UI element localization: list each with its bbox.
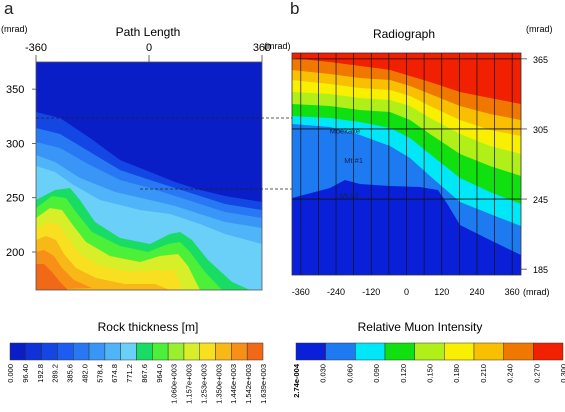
colorbar-b-swatch	[295, 342, 326, 361]
colorbar-a-label: 1.542e+003	[244, 364, 253, 404]
chart-b-title: Radiograph	[373, 27, 435, 41]
chart-b-xtick-label: 360	[505, 287, 520, 297]
colorbar-a-label: 771.2	[125, 364, 134, 383]
colorbar-a-label: 1.446e+003	[229, 364, 238, 404]
colorbar-a-label: 482.0	[80, 364, 89, 383]
colorbar-a-swatch	[215, 342, 232, 361]
colorbar-b-label: 0.240	[506, 364, 515, 383]
colorbar-a-swatch	[246, 342, 264, 361]
chart-a-ytick-label: 200	[6, 247, 24, 259]
colorbar-a-label: 1.350e+003	[214, 364, 223, 404]
colorbar-a-swatch	[199, 342, 216, 361]
colorbar-b-label: 0.090	[372, 364, 381, 383]
colorbar-b-swatch	[473, 342, 504, 361]
colorbar-a-label: 1.157e+003	[185, 364, 194, 404]
chart-a-frame	[35, 61, 263, 291]
panel-label-b: b	[290, 0, 300, 18]
colorbar-b-label: 0.150	[426, 364, 435, 383]
colorbar-a-swatch	[183, 342, 200, 361]
colorbar-a-swatch	[152, 342, 169, 361]
colorbar-b-label: 0.300	[559, 364, 565, 383]
chart-a-title: Path Length	[116, 25, 181, 39]
colorbar-b-swatch	[414, 342, 445, 361]
colorbar-b-label: 0.060	[345, 364, 354, 383]
colorbar-a-label: 867.6	[140, 364, 149, 383]
colorbar-a-label: 192.8	[36, 364, 45, 383]
chart-b-ytick-label: 245	[533, 195, 548, 205]
colorbar-a-swatch	[136, 342, 153, 361]
colorbar-a-label: 1.060e+003	[170, 364, 179, 404]
chart-b-xunit: (mrad)	[523, 287, 550, 297]
colorbar-a-label: 674.8	[110, 364, 119, 383]
colorbar-b-label: 0.120	[399, 364, 408, 383]
colorbar-a-swatch	[231, 342, 248, 361]
chart-a-ytick-label: 350	[6, 84, 24, 96]
chart-b-xtick-label: 240	[469, 287, 484, 297]
chart-b-xtick-label: 120	[434, 287, 449, 297]
colorbar-b-swatch	[355, 342, 386, 361]
colorbar-a-label: 385.6	[66, 364, 75, 383]
colorbar-a-swatch	[41, 342, 58, 361]
chart-a-xtick-label: 0	[146, 42, 152, 54]
chart-b-xtick-label: -360	[292, 287, 310, 297]
colorbar-a-swatch	[167, 342, 185, 361]
colorbar-b-swatch	[533, 342, 564, 361]
colorbar-b-label: 0.270	[532, 364, 541, 383]
colorbar-a-swatch	[120, 342, 137, 361]
chart-b-ytick-label: 185	[533, 265, 548, 275]
colorbar-b-swatch	[325, 342, 356, 361]
chart-b-frame	[291, 52, 522, 276]
chart-b-xtick-label: -240	[327, 287, 345, 297]
colorbar-b-swatch	[444, 342, 475, 361]
colorbar-a-label: 96.40	[21, 364, 30, 383]
colorbar-a-label: 1.253e+003	[199, 364, 208, 404]
colorbar-b-label: 0.030	[319, 364, 328, 383]
chart-a-ytick-label: 300	[6, 138, 24, 150]
chart-b-annotation: Moekake	[330, 127, 360, 136]
colorbar-a-swatch	[25, 342, 42, 361]
colorbar-a-title: Rock thickness [m]	[98, 320, 199, 334]
chart-a-xtick-label: -360	[25, 42, 47, 54]
colorbar-b-title: Relative Muon Intensity	[358, 320, 483, 334]
chart-b-annotation: Mt.#1	[344, 156, 363, 165]
colorbar-b-label: 0.180	[452, 364, 461, 383]
colorbar-a-swatch	[57, 342, 74, 361]
colorbar-a-label: 0.000	[6, 364, 15, 383]
colorbar-a-label: 578.4	[95, 364, 104, 383]
chart-a-xtick-label: 360	[253, 42, 271, 54]
chart-a-yunit: (mrad)	[1, 24, 28, 34]
chart-b-xtick-label: 0	[404, 287, 409, 297]
chart-a-ytick-label: 250	[6, 193, 24, 205]
colorbar-a-swatch	[9, 342, 27, 361]
colorbar-a-swatch	[104, 342, 121, 361]
colorbar-a-label: 1.639e+003	[259, 364, 268, 404]
colorbar-a-swatch	[88, 342, 106, 361]
chart-b-ytick-label: 305	[533, 125, 548, 135]
colorbar-a-label: 289.2	[51, 364, 60, 383]
chart-b-yunit: (mrad)	[264, 41, 291, 51]
colorbar-b-label: 2.74e-004	[292, 363, 301, 398]
chart-b-yunit-right: (mrad)	[526, 24, 553, 34]
colorbar-b-swatch	[384, 342, 415, 361]
chart-a-heatmap	[36, 62, 262, 290]
colorbar-b-label: 0.210	[479, 364, 488, 383]
chart-b-annotation: Mt.#2	[340, 191, 359, 200]
colorbar-b-swatch	[503, 342, 534, 361]
panel-label-a: a	[4, 0, 14, 18]
chart-b-xtick-label: -120	[362, 287, 380, 297]
colorbar-a-label: 964.0	[155, 364, 164, 383]
chart-b-ytick-label: 365	[533, 55, 548, 65]
colorbar-a-swatch	[73, 342, 90, 361]
